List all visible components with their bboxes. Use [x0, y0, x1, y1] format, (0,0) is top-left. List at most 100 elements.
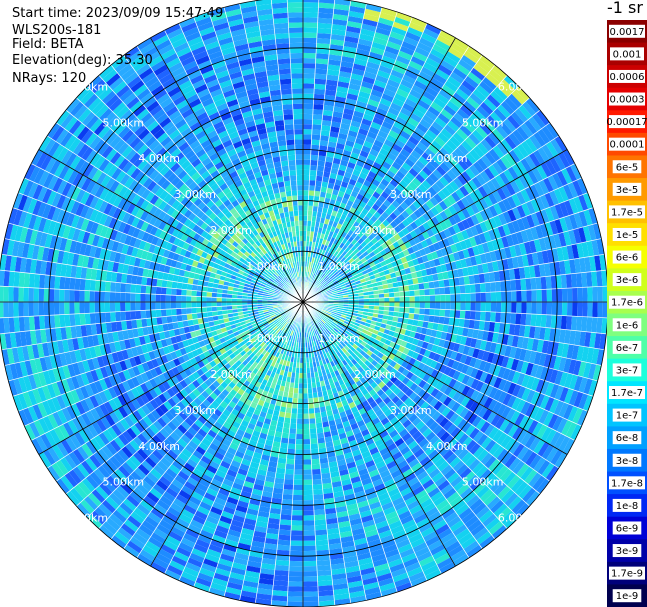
ppi-gate: [393, 378, 402, 388]
ppi-gate: [318, 349, 324, 356]
ppi-gate: [193, 324, 200, 331]
ppi-gate: [309, 423, 317, 429]
ppi-gate: [511, 371, 521, 384]
ppi-gate: [241, 585, 258, 594]
ppi-gate: [269, 507, 282, 515]
ppi-gate: [533, 351, 542, 366]
ppi-gate: [188, 271, 195, 279]
ppi-gate: [136, 363, 146, 375]
ppi-gate: [306, 367, 311, 374]
ppi-gate: [17, 194, 28, 211]
ppi-gate: [431, 344, 439, 354]
ppi-gate: [149, 215, 158, 226]
ppi-gate: [275, 467, 286, 474]
ppi-gate: [394, 302, 400, 308]
ppi-gate: [170, 259, 178, 268]
ppi-gate: [64, 314, 71, 327]
ppi-gate: [105, 322, 113, 334]
ppi-gate: [204, 433, 215, 443]
ppi-gate: [556, 302, 563, 316]
ppi-gate: [422, 427, 433, 438]
ppi-gate: [536, 478, 550, 494]
ppi-gate: [369, 400, 378, 409]
ppi-gate: [231, 294, 238, 299]
ppi-gate: [414, 546, 430, 558]
ppi-gate: [201, 263, 209, 271]
ppi-gate: [469, 337, 478, 349]
ppi-gate: [287, 371, 292, 378]
ppi-gate: [336, 330, 343, 337]
ppi-gate: [471, 415, 483, 428]
ppi-gate: [145, 223, 154, 234]
ppi-gate: [303, 479, 313, 485]
ppi-gate: [19, 227, 29, 243]
ppi-gate: [458, 318, 465, 328]
ppi-gate: [402, 491, 415, 502]
ppi-gate: [418, 314, 425, 322]
ppi-gate: [196, 227, 205, 236]
ppi-gate: [194, 432, 205, 442]
ppi-gate: [461, 451, 473, 464]
ppi-gate: [68, 451, 81, 467]
ppi-gate: [338, 336, 345, 342]
ppi-gate: [172, 342, 180, 352]
ppi-gate: [102, 161, 114, 175]
ppi-gate: [402, 519, 417, 530]
ppi-gate: [482, 408, 493, 422]
ppi-gate: [203, 520, 218, 530]
ppi-gate: [166, 449, 179, 461]
ppi-gate: [162, 272, 169, 281]
ppi-gate: [227, 359, 236, 367]
ppi-gate: [241, 359, 249, 367]
ppi-gate: [79, 348, 87, 362]
ppi-gate: [489, 342, 497, 354]
ppi-gate: [330, 354, 337, 361]
ppi-gate: [3, 317, 10, 334]
ppi-gate: [474, 369, 484, 381]
ppi-gate: [6, 348, 15, 365]
ppi-gate: [201, 390, 210, 400]
ppi-gate: [286, 402, 293, 409]
ppi-gate: [178, 489, 192, 501]
ppi-gate: [563, 404, 574, 420]
ppi-gate: [274, 384, 281, 391]
ppi-gate: [251, 340, 258, 347]
ppi-gate: [416, 397, 426, 408]
ppi-gate: [191, 409, 201, 420]
ppi-gate: [303, 347, 306, 353]
ppi-gate: [54, 236, 63, 251]
ppi-gate: [362, 337, 370, 344]
ppi-gate: [496, 354, 505, 367]
ppi-gate: [518, 484, 533, 500]
ppi-gate: [337, 427, 346, 435]
ppi-gate: [108, 398, 119, 412]
ppi-gate: [191, 296, 197, 302]
ppi-gate: [273, 281, 279, 286]
ppi-gate: [255, 363, 262, 371]
ppi-gate: [334, 316, 341, 321]
ppi-gate: [156, 523, 171, 536]
ppi-gate: [278, 308, 285, 312]
ppi-gate: [112, 195, 123, 208]
ppi-gate: [157, 247, 166, 257]
ppi-gate: [307, 392, 314, 399]
ppi-gate: [268, 309, 274, 313]
ppi-gate: [545, 465, 559, 482]
ppi-gate: [94, 380, 104, 393]
ppi-gate: [316, 322, 321, 328]
ppi-gate: [110, 311, 116, 323]
ppi-gate: [424, 302, 431, 309]
ppi-gate: [188, 230, 197, 239]
ppi-gate: [210, 425, 220, 435]
ppi-gate: [214, 451, 225, 461]
ppi-gate: [198, 441, 209, 452]
ppi-gate: [8, 302, 14, 318]
ppi-gate: [367, 442, 377, 451]
ppi-gate: [581, 316, 588, 332]
ppi-gate: [39, 315, 46, 330]
ppi-gate: [520, 313, 527, 326]
ppi-gate: [359, 562, 375, 571]
ppi-gate: [60, 439, 73, 455]
ppi-gate: [264, 287, 270, 292]
ppi-gate: [272, 410, 280, 417]
